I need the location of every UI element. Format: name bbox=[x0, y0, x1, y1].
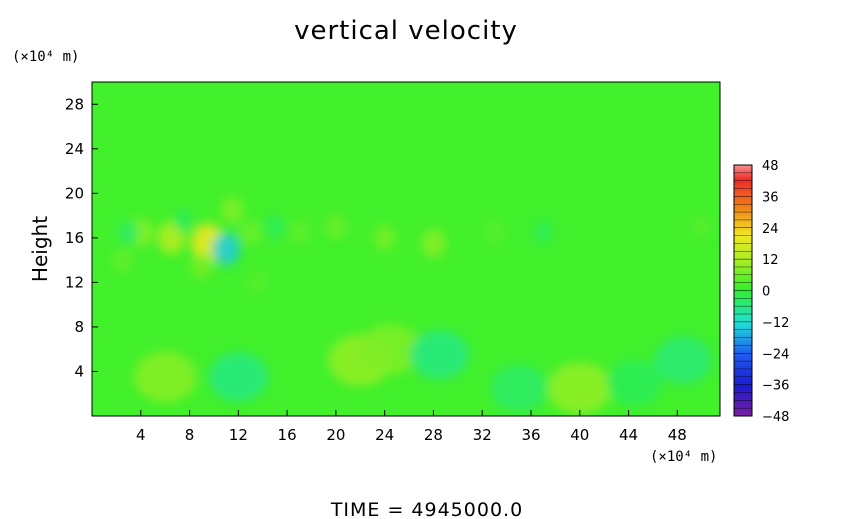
field-feature-4 bbox=[220, 196, 244, 224]
colorbar-tick-label-2: 24 bbox=[762, 222, 779, 237]
field-feature-10 bbox=[288, 220, 311, 245]
x-tick-label-8: 8 bbox=[185, 426, 195, 444]
field-feature-8 bbox=[239, 219, 262, 245]
field-feature-22 bbox=[360, 324, 422, 375]
x-tick-label-40: 40 bbox=[570, 426, 589, 444]
field-feature-9 bbox=[264, 215, 285, 238]
y-tick-label-12: 12 bbox=[65, 273, 84, 291]
field-feature-5 bbox=[190, 252, 214, 279]
field-feature-12 bbox=[373, 224, 397, 252]
y-tick-label-24: 24 bbox=[65, 140, 84, 158]
field-feature-14 bbox=[484, 220, 505, 245]
colorbar-tick-label-5: −12 bbox=[762, 316, 789, 331]
field-feature-13 bbox=[421, 229, 446, 258]
x-tick-label-28: 28 bbox=[424, 426, 443, 444]
x-tick-label-20: 20 bbox=[326, 426, 345, 444]
y-axis-ticks: 4 8 12 16 20 24 28 bbox=[65, 95, 98, 380]
y-tick-label-20: 20 bbox=[65, 184, 84, 202]
plot-area bbox=[91, 81, 721, 417]
field-feature-6 bbox=[118, 220, 139, 245]
field-feature-27 bbox=[654, 336, 713, 385]
colorbar-frame bbox=[733, 164, 753, 417]
x-tick-label-4: 4 bbox=[136, 426, 146, 444]
chart-title: vertical velocity bbox=[294, 16, 518, 46]
x-tick-label-36: 36 bbox=[521, 426, 540, 444]
time-label: TIME = 4945000.0 bbox=[330, 499, 523, 519]
y-axis-label: Height bbox=[28, 216, 52, 282]
field-feature-7 bbox=[173, 209, 194, 233]
field-feature-24 bbox=[490, 364, 548, 412]
x-unit-label: (×10⁴ m) bbox=[650, 449, 717, 465]
x-tick-label-12: 12 bbox=[229, 426, 248, 444]
field-feature-17 bbox=[111, 247, 134, 273]
field-feature-25 bbox=[547, 362, 612, 415]
x-axis-ticks: 4 8 12 16 20 24 28 32 36 40 44 48 bbox=[136, 410, 687, 444]
y-tick-label-8: 8 bbox=[74, 318, 84, 336]
x-tick-label-16: 16 bbox=[278, 426, 297, 444]
colorbar: 48 36 24 12 0 −12 −24 −36 −48 bbox=[733, 159, 789, 425]
field-feature-26 bbox=[606, 359, 663, 406]
y-tick-label-16: 16 bbox=[65, 229, 84, 247]
y-tick-label-28: 28 bbox=[65, 95, 84, 113]
field-feature-3 bbox=[212, 232, 241, 266]
colorbar-tick-label-3: 12 bbox=[762, 253, 779, 268]
colorbar-tick-label-0: 48 bbox=[762, 159, 779, 174]
colorbar-ticks: 48 36 24 12 0 −12 −24 −36 −48 bbox=[734, 159, 789, 425]
x-tick-label-44: 44 bbox=[619, 426, 638, 444]
field-feature-19 bbox=[133, 351, 197, 403]
x-tick-label-48: 48 bbox=[668, 426, 687, 444]
colorbar-tick-label-7: −36 bbox=[762, 379, 789, 394]
field-feature-23 bbox=[409, 330, 470, 380]
field-feature-18 bbox=[246, 270, 267, 295]
field-feature-20 bbox=[208, 352, 268, 402]
field-feature-15 bbox=[533, 221, 554, 244]
colorbar-tick-label-6: −24 bbox=[762, 347, 789, 362]
colorbar-tick-label-4: 0 bbox=[762, 285, 770, 300]
x-tick-label-24: 24 bbox=[375, 426, 394, 444]
x-tick-label-32: 32 bbox=[473, 426, 492, 444]
field-feature-16 bbox=[691, 214, 713, 239]
y-tick-label-4: 4 bbox=[74, 362, 84, 380]
field-features bbox=[111, 196, 713, 415]
colorbar-tick-label-8: −48 bbox=[762, 410, 789, 425]
colorbar-tick-label-1: 36 bbox=[762, 190, 779, 205]
plot-frame bbox=[91, 81, 721, 417]
field-feature-11 bbox=[324, 214, 347, 240]
y-unit-label: (×10⁴ m) bbox=[12, 49, 79, 65]
